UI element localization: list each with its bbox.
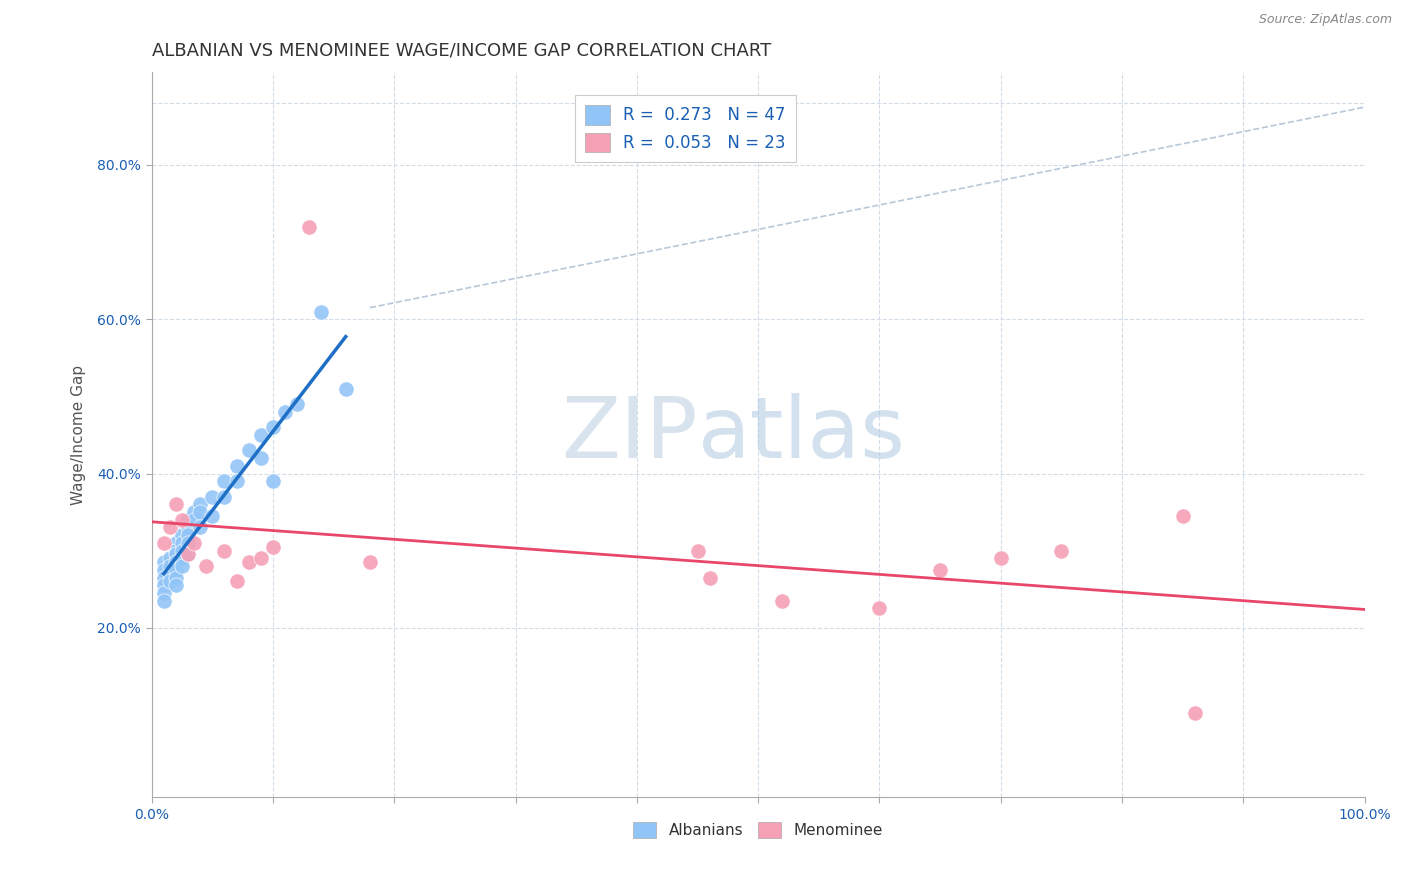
Point	[188, 520, 211, 534]
Point	[188, 497, 211, 511]
Point	[285, 397, 308, 411]
Point	[990, 551, 1012, 566]
Point	[1171, 508, 1194, 523]
Point	[177, 548, 200, 562]
Point	[170, 528, 193, 542]
Point	[165, 555, 187, 569]
Text: Source: ZipAtlas.com: Source: ZipAtlas.com	[1258, 13, 1392, 27]
Point	[238, 555, 260, 569]
Point	[225, 458, 247, 473]
Text: ZIP: ZIP	[561, 393, 697, 476]
Point	[165, 536, 187, 550]
Point	[225, 474, 247, 488]
Point	[201, 508, 224, 523]
Point	[165, 497, 187, 511]
Point	[250, 551, 273, 566]
Point	[165, 543, 187, 558]
Point	[1050, 543, 1073, 558]
Point	[686, 543, 709, 558]
Point	[170, 543, 193, 558]
Point	[262, 474, 284, 488]
Point	[262, 540, 284, 554]
Point	[274, 405, 297, 419]
Point	[929, 563, 952, 577]
Point	[183, 513, 205, 527]
Legend: Albanians, Menominee: Albanians, Menominee	[627, 816, 889, 844]
Point	[225, 574, 247, 589]
Point	[238, 443, 260, 458]
Point	[250, 428, 273, 442]
Point	[177, 513, 200, 527]
Point	[177, 548, 200, 562]
Point	[869, 601, 891, 615]
Point	[214, 474, 236, 488]
Point	[183, 505, 205, 519]
Point	[152, 571, 174, 585]
Point	[165, 578, 187, 592]
Point	[152, 578, 174, 592]
Point	[159, 559, 181, 574]
Text: atlas: atlas	[697, 393, 905, 476]
Point	[770, 594, 793, 608]
Point	[1184, 706, 1206, 720]
Point	[170, 559, 193, 574]
Point	[188, 505, 211, 519]
Point	[214, 490, 236, 504]
Y-axis label: Wage/Income Gap: Wage/Income Gap	[72, 365, 86, 505]
Text: ALBANIAN VS MENOMINEE WAGE/INCOME GAP CORRELATION CHART: ALBANIAN VS MENOMINEE WAGE/INCOME GAP CO…	[152, 42, 770, 60]
Point	[183, 536, 205, 550]
Point	[201, 490, 224, 504]
Point	[335, 382, 357, 396]
Point	[152, 594, 174, 608]
Point	[159, 551, 181, 566]
Point	[152, 563, 174, 577]
Point	[159, 520, 181, 534]
Point	[170, 536, 193, 550]
Point	[699, 571, 721, 585]
Point	[170, 551, 193, 566]
Point	[165, 571, 187, 585]
Point	[152, 586, 174, 600]
Point	[177, 536, 200, 550]
Point	[159, 566, 181, 581]
Point	[165, 563, 187, 577]
Point	[177, 528, 200, 542]
Point	[152, 536, 174, 550]
Point	[177, 520, 200, 534]
Point	[359, 555, 381, 569]
Point	[159, 574, 181, 589]
Point	[195, 559, 218, 574]
Point	[262, 420, 284, 434]
Point	[311, 304, 333, 318]
Point	[250, 451, 273, 466]
Point	[298, 219, 321, 234]
Point	[214, 543, 236, 558]
Point	[170, 513, 193, 527]
Point	[152, 555, 174, 569]
Point	[165, 548, 187, 562]
